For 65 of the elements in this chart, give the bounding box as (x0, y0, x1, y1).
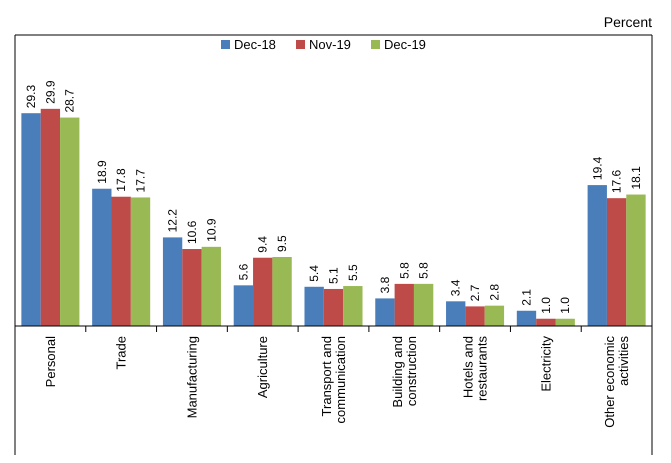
bar (465, 306, 485, 326)
data-label: 28.7 (62, 88, 77, 113)
bar (446, 301, 466, 326)
data-label: 5.8 (397, 262, 412, 279)
bar (626, 194, 646, 326)
bar (606, 198, 626, 326)
bar (130, 197, 150, 326)
data-label: 12.2 (166, 208, 180, 232)
data-label: 5.1 (326, 266, 340, 284)
bar (162, 237, 182, 326)
data-label: 9.4 (256, 236, 270, 253)
data-label: 3.4 (448, 279, 463, 296)
bar (343, 286, 363, 326)
bar (556, 318, 575, 326)
bar (414, 284, 434, 326)
bar (272, 257, 292, 326)
bar (182, 249, 202, 326)
data-label: 3.8 (378, 276, 392, 294)
x-tick-label: Personal (42, 336, 58, 388)
x-tick-label: Trade (114, 336, 129, 370)
data-label: 5.8 (416, 262, 431, 279)
bar (516, 310, 536, 326)
x-tick-label: Other economic activities (602, 336, 632, 428)
text: Percent (604, 14, 652, 30)
data-label: 1.0 (558, 296, 572, 314)
data-label: 5.6 (236, 263, 250, 280)
x-tick-label: Transport and communication (319, 336, 348, 424)
bar (324, 288, 344, 326)
bar (60, 118, 80, 326)
data-label: 10.9 (204, 218, 218, 242)
data-label: 29.3 (24, 84, 38, 108)
x-tick-label: Agriculture (255, 336, 270, 398)
data-label: 17.7 (134, 168, 148, 192)
data-label: 9.5 (275, 234, 290, 252)
data-label: 17.6 (610, 169, 624, 194)
bar (304, 286, 324, 326)
legend-label: Dec-19 (384, 37, 426, 52)
bar (536, 318, 556, 326)
x-tick-label: Electricity (538, 336, 554, 392)
bar (92, 188, 112, 326)
data-label: 17.8 (114, 168, 128, 192)
legend-label: Nov-19 (309, 37, 351, 52)
bar (394, 284, 414, 326)
data-label: 1.0 (538, 296, 553, 314)
data-label: 29.9 (43, 80, 58, 104)
legend-label: Dec-18 (234, 37, 276, 52)
data-label: 19.4 (590, 156, 604, 180)
data-label: 18.9 (94, 160, 109, 184)
bar (484, 306, 504, 326)
x-tick-label: Manufacturing (184, 336, 200, 418)
bar (21, 113, 41, 326)
data-label: 2.1 (519, 288, 534, 306)
data-label: 18.1 (628, 166, 643, 190)
bar (253, 258, 272, 326)
data-label: 2.8 (487, 284, 502, 301)
bar (40, 108, 60, 326)
data-label: 10.6 (184, 220, 199, 244)
data-label: 5.4 (307, 264, 322, 282)
bar (202, 246, 221, 326)
bar (375, 298, 395, 326)
data-label: 2.7 (468, 284, 482, 302)
data-label: 5.5 (346, 264, 360, 282)
bar (588, 185, 607, 326)
bar (111, 196, 131, 326)
bar (234, 285, 254, 326)
